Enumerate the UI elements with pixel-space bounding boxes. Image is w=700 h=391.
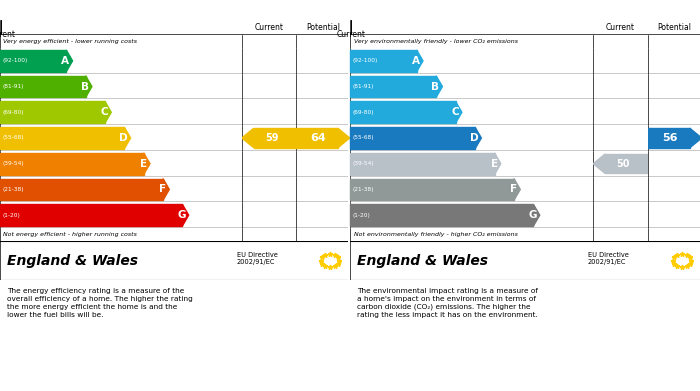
- Polygon shape: [105, 102, 111, 123]
- Text: (21-38): (21-38): [3, 187, 25, 192]
- Text: (69-80): (69-80): [3, 110, 25, 115]
- Text: (69-80): (69-80): [353, 110, 375, 115]
- Polygon shape: [242, 128, 253, 148]
- Text: D: D: [470, 133, 478, 143]
- Bar: [350, 204, 533, 226]
- Text: The environmental impact rating is a measure of
a home's impact on the environme: The environmental impact rating is a mea…: [357, 288, 538, 318]
- Text: Very environmentally friendly - lower CO₂ emissions: Very environmentally friendly - lower CO…: [354, 39, 517, 44]
- Text: B: B: [431, 82, 440, 91]
- Bar: [648, 128, 690, 148]
- Text: G: G: [177, 210, 186, 220]
- Text: A: A: [412, 56, 420, 66]
- Text: (39-54): (39-54): [3, 161, 25, 166]
- Text: (55-68): (55-68): [353, 136, 375, 140]
- Text: EU Directive
2002/91/EC: EU Directive 2002/91/EC: [237, 252, 277, 265]
- Text: Current: Current: [606, 23, 635, 32]
- Text: (92-100): (92-100): [3, 58, 28, 63]
- Bar: [253, 128, 296, 148]
- Text: B: B: [80, 82, 89, 91]
- Polygon shape: [436, 76, 442, 97]
- Bar: [296, 128, 338, 148]
- Polygon shape: [456, 102, 462, 123]
- Text: Energy Efficiency Rating: Energy Efficiency Rating: [5, 5, 140, 15]
- Bar: [0, 127, 125, 149]
- Text: Not environmentally friendly - higher CO₂ emissions: Not environmentally friendly - higher CO…: [354, 232, 517, 237]
- Text: Environmental Impact (CO₂) Rating: Environmental Impact (CO₂) Rating: [355, 5, 548, 15]
- Text: Potential: Potential: [306, 23, 340, 32]
- Text: England & Wales: England & Wales: [7, 253, 138, 267]
- Text: (39-54): (39-54): [353, 161, 375, 166]
- Text: The energy efficiency rating is a measure of the
overall efficiency of a home. T: The energy efficiency rating is a measur…: [7, 288, 192, 318]
- Bar: [350, 76, 436, 97]
- Bar: [0, 102, 105, 123]
- Text: Current: Current: [336, 30, 365, 39]
- Text: F: F: [510, 185, 517, 194]
- Bar: [350, 179, 514, 200]
- Text: 56: 56: [662, 133, 678, 143]
- Polygon shape: [494, 153, 500, 174]
- Polygon shape: [475, 127, 482, 149]
- Polygon shape: [66, 50, 73, 72]
- Text: Current: Current: [0, 30, 15, 39]
- Polygon shape: [85, 76, 92, 97]
- Bar: [0, 50, 66, 72]
- Text: (92-100): (92-100): [353, 58, 378, 63]
- Text: 59: 59: [265, 133, 279, 143]
- Text: F: F: [159, 185, 166, 194]
- Bar: [0, 153, 144, 174]
- Polygon shape: [533, 204, 540, 226]
- Text: E: E: [140, 159, 147, 169]
- Text: England & Wales: England & Wales: [357, 253, 488, 267]
- Polygon shape: [183, 204, 189, 226]
- Text: D: D: [119, 133, 127, 143]
- Text: A: A: [62, 56, 69, 66]
- Text: C: C: [451, 107, 458, 117]
- Text: (1-20): (1-20): [3, 213, 21, 218]
- Bar: [350, 153, 494, 174]
- Bar: [606, 154, 648, 174]
- Bar: [350, 50, 416, 72]
- Polygon shape: [514, 179, 520, 200]
- Text: EU Directive
2002/91/EC: EU Directive 2002/91/EC: [588, 252, 629, 265]
- Text: 64: 64: [311, 133, 326, 143]
- Polygon shape: [594, 154, 606, 174]
- Text: Potential: Potential: [657, 23, 692, 32]
- Polygon shape: [338, 128, 350, 148]
- Text: (55-68): (55-68): [3, 136, 25, 140]
- Bar: [350, 127, 475, 149]
- Text: (1-20): (1-20): [353, 213, 371, 218]
- Text: Not energy efficient - higher running costs: Not energy efficient - higher running co…: [4, 232, 137, 237]
- Text: E: E: [491, 159, 498, 169]
- Bar: [0, 204, 183, 226]
- Text: Very energy efficient - lower running costs: Very energy efficient - lower running co…: [4, 39, 137, 44]
- Bar: [350, 102, 456, 123]
- Text: G: G: [528, 210, 537, 220]
- Bar: [0, 179, 163, 200]
- Text: 50: 50: [616, 159, 630, 169]
- Text: (81-91): (81-91): [353, 84, 375, 89]
- Text: Current: Current: [254, 23, 284, 32]
- Bar: [0, 76, 85, 97]
- Polygon shape: [144, 153, 150, 174]
- Text: (21-38): (21-38): [353, 187, 375, 192]
- Polygon shape: [416, 50, 423, 72]
- Polygon shape: [163, 179, 169, 200]
- Text: (81-91): (81-91): [3, 84, 25, 89]
- Text: C: C: [101, 107, 108, 117]
- Polygon shape: [690, 128, 700, 148]
- Polygon shape: [125, 127, 131, 149]
